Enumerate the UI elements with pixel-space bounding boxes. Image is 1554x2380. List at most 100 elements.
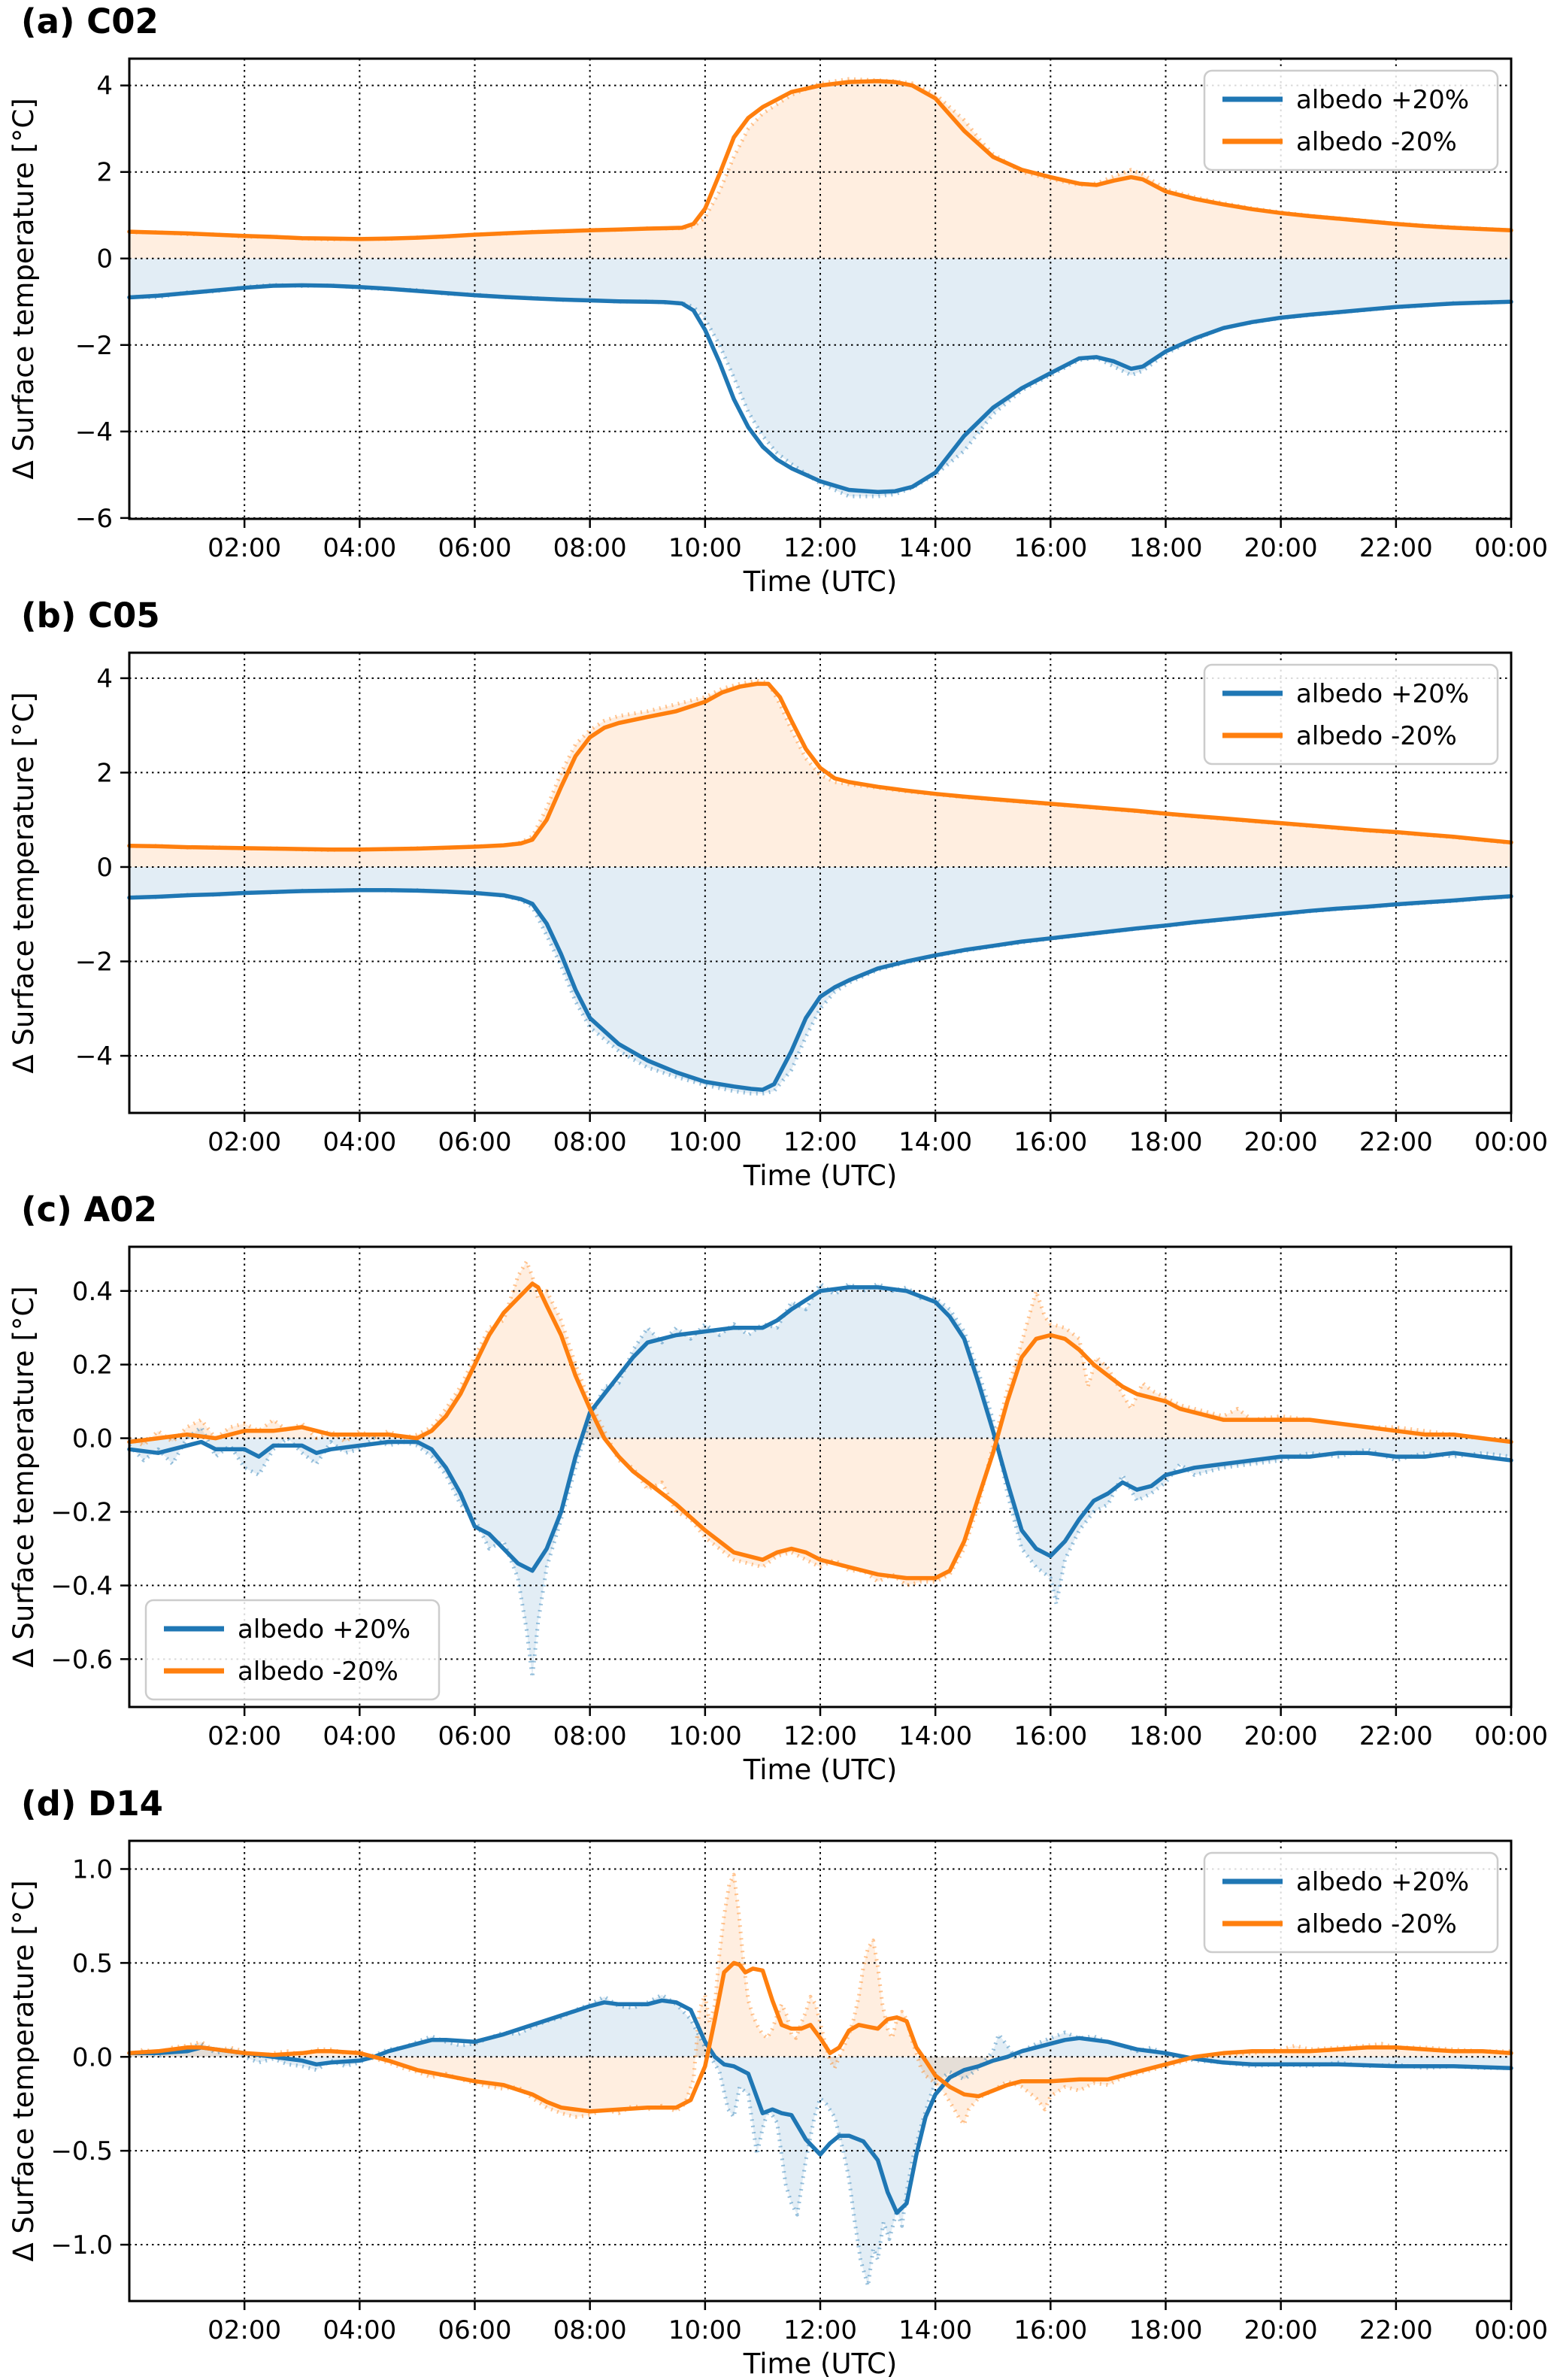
legend-box (144, 1599, 441, 1701)
y-tick-label: −0.4 (50, 1571, 113, 1601)
y-tick-label: 0.0 (72, 1424, 113, 1454)
panel-title: (d) D14 (21, 1784, 163, 1824)
x-tick-label: 04:00 (323, 2315, 396, 2345)
series-line-albedo-plus20 (127, 283, 1513, 495)
axis-tick-labels: 02:00 04:00 06:00 08:00 10:00 12:00 14:00 16:00… (50, 1277, 1548, 1751)
panel-title: (c) A02 (21, 1190, 157, 1229)
x-tick-label: 14:00 (898, 2315, 972, 2345)
axis-ticks (120, 1290, 1513, 1716)
x-tick-label: 02:00 (208, 1721, 281, 1751)
panel-a-c02: (a) C02 02:00 04:00 06:00 08:00 10:00 12:00 14… (0, 0, 1554, 594)
fill-albedo-plus20-raw (129, 258, 1511, 497)
x-tick-label: 06:00 (438, 2315, 512, 2345)
x-tick-label: 12:00 (783, 2315, 857, 2345)
y-tick-label: −0.5 (50, 2136, 113, 2166)
x-tick-label: 00:00 (1474, 2315, 1548, 2345)
y-tick-label: 1.0 (72, 1854, 113, 1884)
x-tick-label: 06:00 (438, 1721, 512, 1751)
legend-box (1203, 69, 1499, 171)
axis-ticks (120, 1868, 1513, 2310)
x-tick-label: 08:00 (553, 1127, 627, 1157)
y-tick-label: −2 (75, 947, 113, 978)
legend: albedo +20% albedo -20% (144, 1599, 441, 1701)
x-tick-label: 16:00 (1013, 1721, 1087, 1751)
y-tick-label: −1.0 (50, 2230, 113, 2260)
x-tick-label: 02:00 (208, 2315, 281, 2345)
x-tick-label: 16:00 (1013, 2315, 1087, 2345)
series-line-albedo-plus20 (127, 1998, 1513, 2215)
legend-label: albedo -20% (1296, 1909, 1457, 1939)
legend-label: albedo -20% (1296, 127, 1457, 157)
chart-canvas-d14: 02:00 04:00 06:00 08:00 10:00 12:00 14:00 16:00… (8, 1839, 1548, 2380)
y-tick-label: −6 (75, 504, 113, 534)
fill-albedo-minus20-raw (129, 79, 1511, 259)
x-tick-label: 18:00 (1129, 1721, 1203, 1751)
y-tick-label: 0.5 (72, 1948, 113, 1978)
x-tick-label: 14:00 (898, 1721, 972, 1751)
x-axis-label: Time (UTC) (743, 1754, 898, 1782)
series-line-albedo-minus20 (127, 1281, 1513, 1581)
x-tick-label: 02:00 (208, 1127, 281, 1157)
axis-tick-labels: 02:00 04:00 06:00 08:00 10:00 12:00 14:00 16:00… (75, 71, 1548, 563)
y-tick-label: −0.2 (50, 1498, 113, 1528)
legend: albedo +20% albedo -20% (1203, 663, 1499, 766)
y-tick-label: 2 (96, 758, 113, 788)
y-tick-label: 4 (96, 71, 113, 102)
panel-b-c05: (b) C05 02:00 04:00 06:00 08:00 10:00 12:00 14… (0, 594, 1554, 1188)
x-tick-label: 12:00 (783, 1721, 857, 1751)
x-tick-label: 14:00 (898, 533, 972, 563)
x-tick-label: 06:00 (438, 1127, 512, 1157)
x-axis-label: Time (UTC) (743, 1160, 898, 1188)
x-tick-label: 00:00 (1474, 1127, 1548, 1157)
x-tick-label: 08:00 (553, 2315, 627, 2345)
series-line-albedo-plus20 (127, 887, 1513, 1092)
panel-c-a02: (c) A02 02:00 04:00 06:00 08:00 10:00 12:00 14… (0, 1188, 1554, 1782)
x-tick-label: 10:00 (668, 533, 742, 563)
legend-box (1203, 1851, 1499, 1954)
fill-albedo-plus20-raw (129, 1284, 1511, 1678)
y-tick-label: 0.0 (72, 2042, 113, 2072)
x-tick-label: 08:00 (553, 1721, 627, 1751)
x-tick-label: 04:00 (323, 533, 396, 563)
legend-label: albedo +20% (1296, 1867, 1469, 1897)
y-tick-label: 0 (96, 244, 113, 274)
x-tick-label: 20:00 (1244, 1127, 1318, 1157)
x-tick-label: 20:00 (1244, 1721, 1318, 1751)
y-tick-label: −0.6 (50, 1645, 113, 1675)
x-tick-label: 10:00 (668, 1127, 742, 1157)
fill-albedo-minus20-raw (129, 1261, 1511, 1586)
y-tick-label: −4 (75, 417, 113, 447)
x-tick-label: 20:00 (1244, 533, 1318, 563)
x-tick-label: 04:00 (323, 1127, 396, 1157)
panel-d-d14: (d) D14 02:00 04:00 06:00 08:00 10:00 12:00 14… (0, 1782, 1554, 2380)
panel-title: (a) C02 (21, 2, 159, 41)
legend: albedo +20% albedo -20% (1203, 69, 1499, 171)
x-tick-label: 16:00 (1013, 533, 1087, 563)
x-tick-label: 00:00 (1474, 1721, 1548, 1751)
y-axis-label: Δ Surface temperature [°C] (8, 98, 40, 479)
series-line-albedo-plus20-raw-raw (128, 1281, 1512, 1680)
series-line-albedo-minus20 (127, 79, 1513, 241)
x-tick-label: 14:00 (898, 1127, 972, 1157)
y-tick-label: 2 (96, 158, 113, 188)
series-fills (129, 79, 1511, 497)
legend: albedo +20% albedo -20% (1203, 1851, 1499, 1954)
x-tick-label: 22:00 (1359, 1127, 1433, 1157)
y-tick-label: 0 (96, 853, 113, 883)
y-axis-label: Δ Surface temperature [°C] (8, 1880, 40, 2261)
y-tick-label: 0.4 (72, 1277, 113, 1307)
y-axis-label: Δ Surface temperature [°C] (8, 1286, 40, 1667)
legend-label: albedo +20% (238, 1614, 410, 1645)
x-tick-label: 02:00 (208, 533, 281, 563)
legend-label: albedo -20% (238, 1657, 398, 1687)
y-tick-label: −2 (75, 331, 113, 361)
x-tick-label: 04:00 (323, 1721, 396, 1751)
chart-canvas-c05: 02:00 04:00 06:00 08:00 10:00 12:00 14:00 16:00… (8, 651, 1548, 1188)
fill-albedo-minus20-raw (129, 681, 1511, 867)
x-tick-label: 22:00 (1359, 2315, 1433, 2345)
x-tick-label: 06:00 (438, 533, 512, 563)
x-tick-label: 08:00 (553, 533, 627, 563)
axis-ticks (120, 84, 1513, 528)
series-line-albedo-minus20 (127, 1960, 1513, 2114)
y-tick-label: −4 (75, 1041, 113, 1072)
